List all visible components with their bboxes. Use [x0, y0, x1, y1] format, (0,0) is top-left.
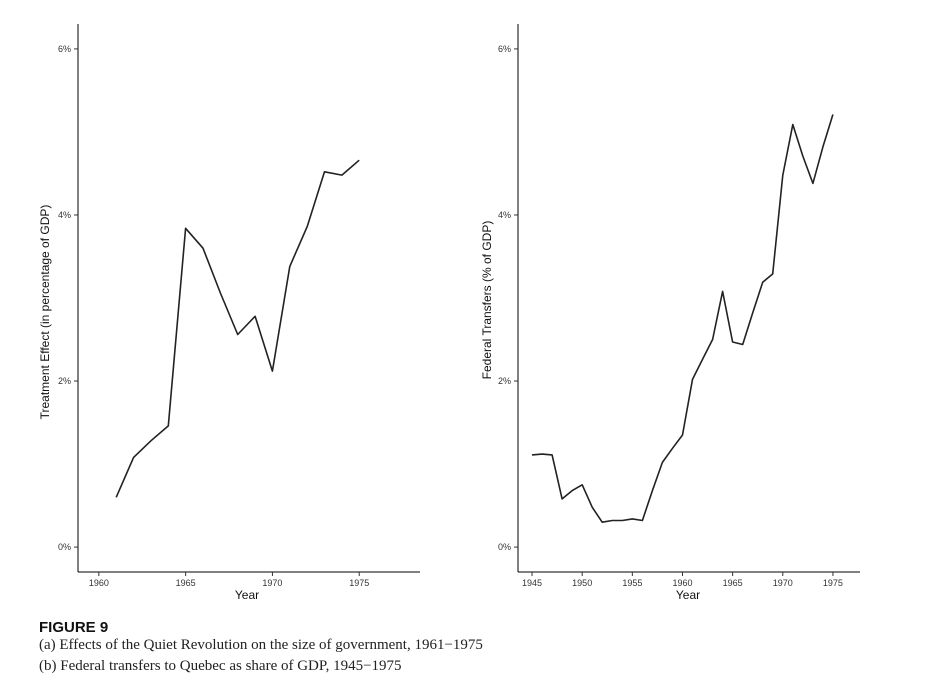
panel-b-y-tick-label: 6% — [498, 44, 511, 54]
panel-b-x-tick-label: 1975 — [823, 578, 843, 588]
panel-b-ylabel: Federal Transfers (% of GDP) — [480, 221, 494, 380]
panel-b-x-tick-label: 1965 — [723, 578, 743, 588]
panel-b-series-line — [531, 114, 834, 524]
panel-a-x-tick-label: 1960 — [89, 578, 109, 588]
panel-b-xlabel: Year — [676, 588, 700, 600]
panel-b-y-tick-label: 4% — [498, 210, 511, 220]
panel-a-ylabel: Treatment Effect (in percentage of GDP) — [38, 205, 52, 420]
caption-panel-b: (b) Federal transfers to Quebec as share… — [39, 658, 402, 674]
panel-a-x-tick-label: 1975 — [349, 578, 369, 588]
panel-b-y-tick-label: 2% — [498, 376, 511, 386]
panel-a-x-tick-label: 1970 — [262, 578, 282, 588]
panel-b-x-tick-label: 1970 — [773, 578, 793, 588]
panel-a-treatment-effect-chart: Treatment Effect (in percentage of GDP) … — [38, 24, 420, 600]
panel-b-federal-transfers-chart: Federal Transfers (% of GDP) Year 0% 2% 4%… — [480, 24, 860, 600]
panel-a-xlabel: Year — [235, 588, 259, 600]
panel-a-x-tick-label: 1965 — [176, 578, 196, 588]
figure-label: FIGURE 9 — [39, 619, 109, 636]
panel-b-x-tick-label: 1955 — [622, 578, 642, 588]
panel-b-y-tick-label: 0% — [498, 542, 511, 552]
panel-b-x-tick-label: 1950 — [572, 578, 592, 588]
panel-a-y-tick-label: 6% — [58, 44, 71, 54]
panel-a-y-tick-label: 4% — [58, 210, 71, 220]
panel-b-x-tick-label: 1960 — [672, 578, 692, 588]
panel-a-y-tick-label: 2% — [58, 376, 71, 386]
panel-a-y-tick-label: 0% — [58, 542, 71, 552]
panel-a-series-line — [115, 159, 360, 498]
caption-panel-a: (a) Effects of the Quiet Revolution on t… — [39, 637, 483, 653]
figure-9-charts: Treatment Effect (in percentage of GDP) … — [38, 24, 860, 600]
panel-b-x-tick-label: 1945 — [522, 578, 542, 588]
